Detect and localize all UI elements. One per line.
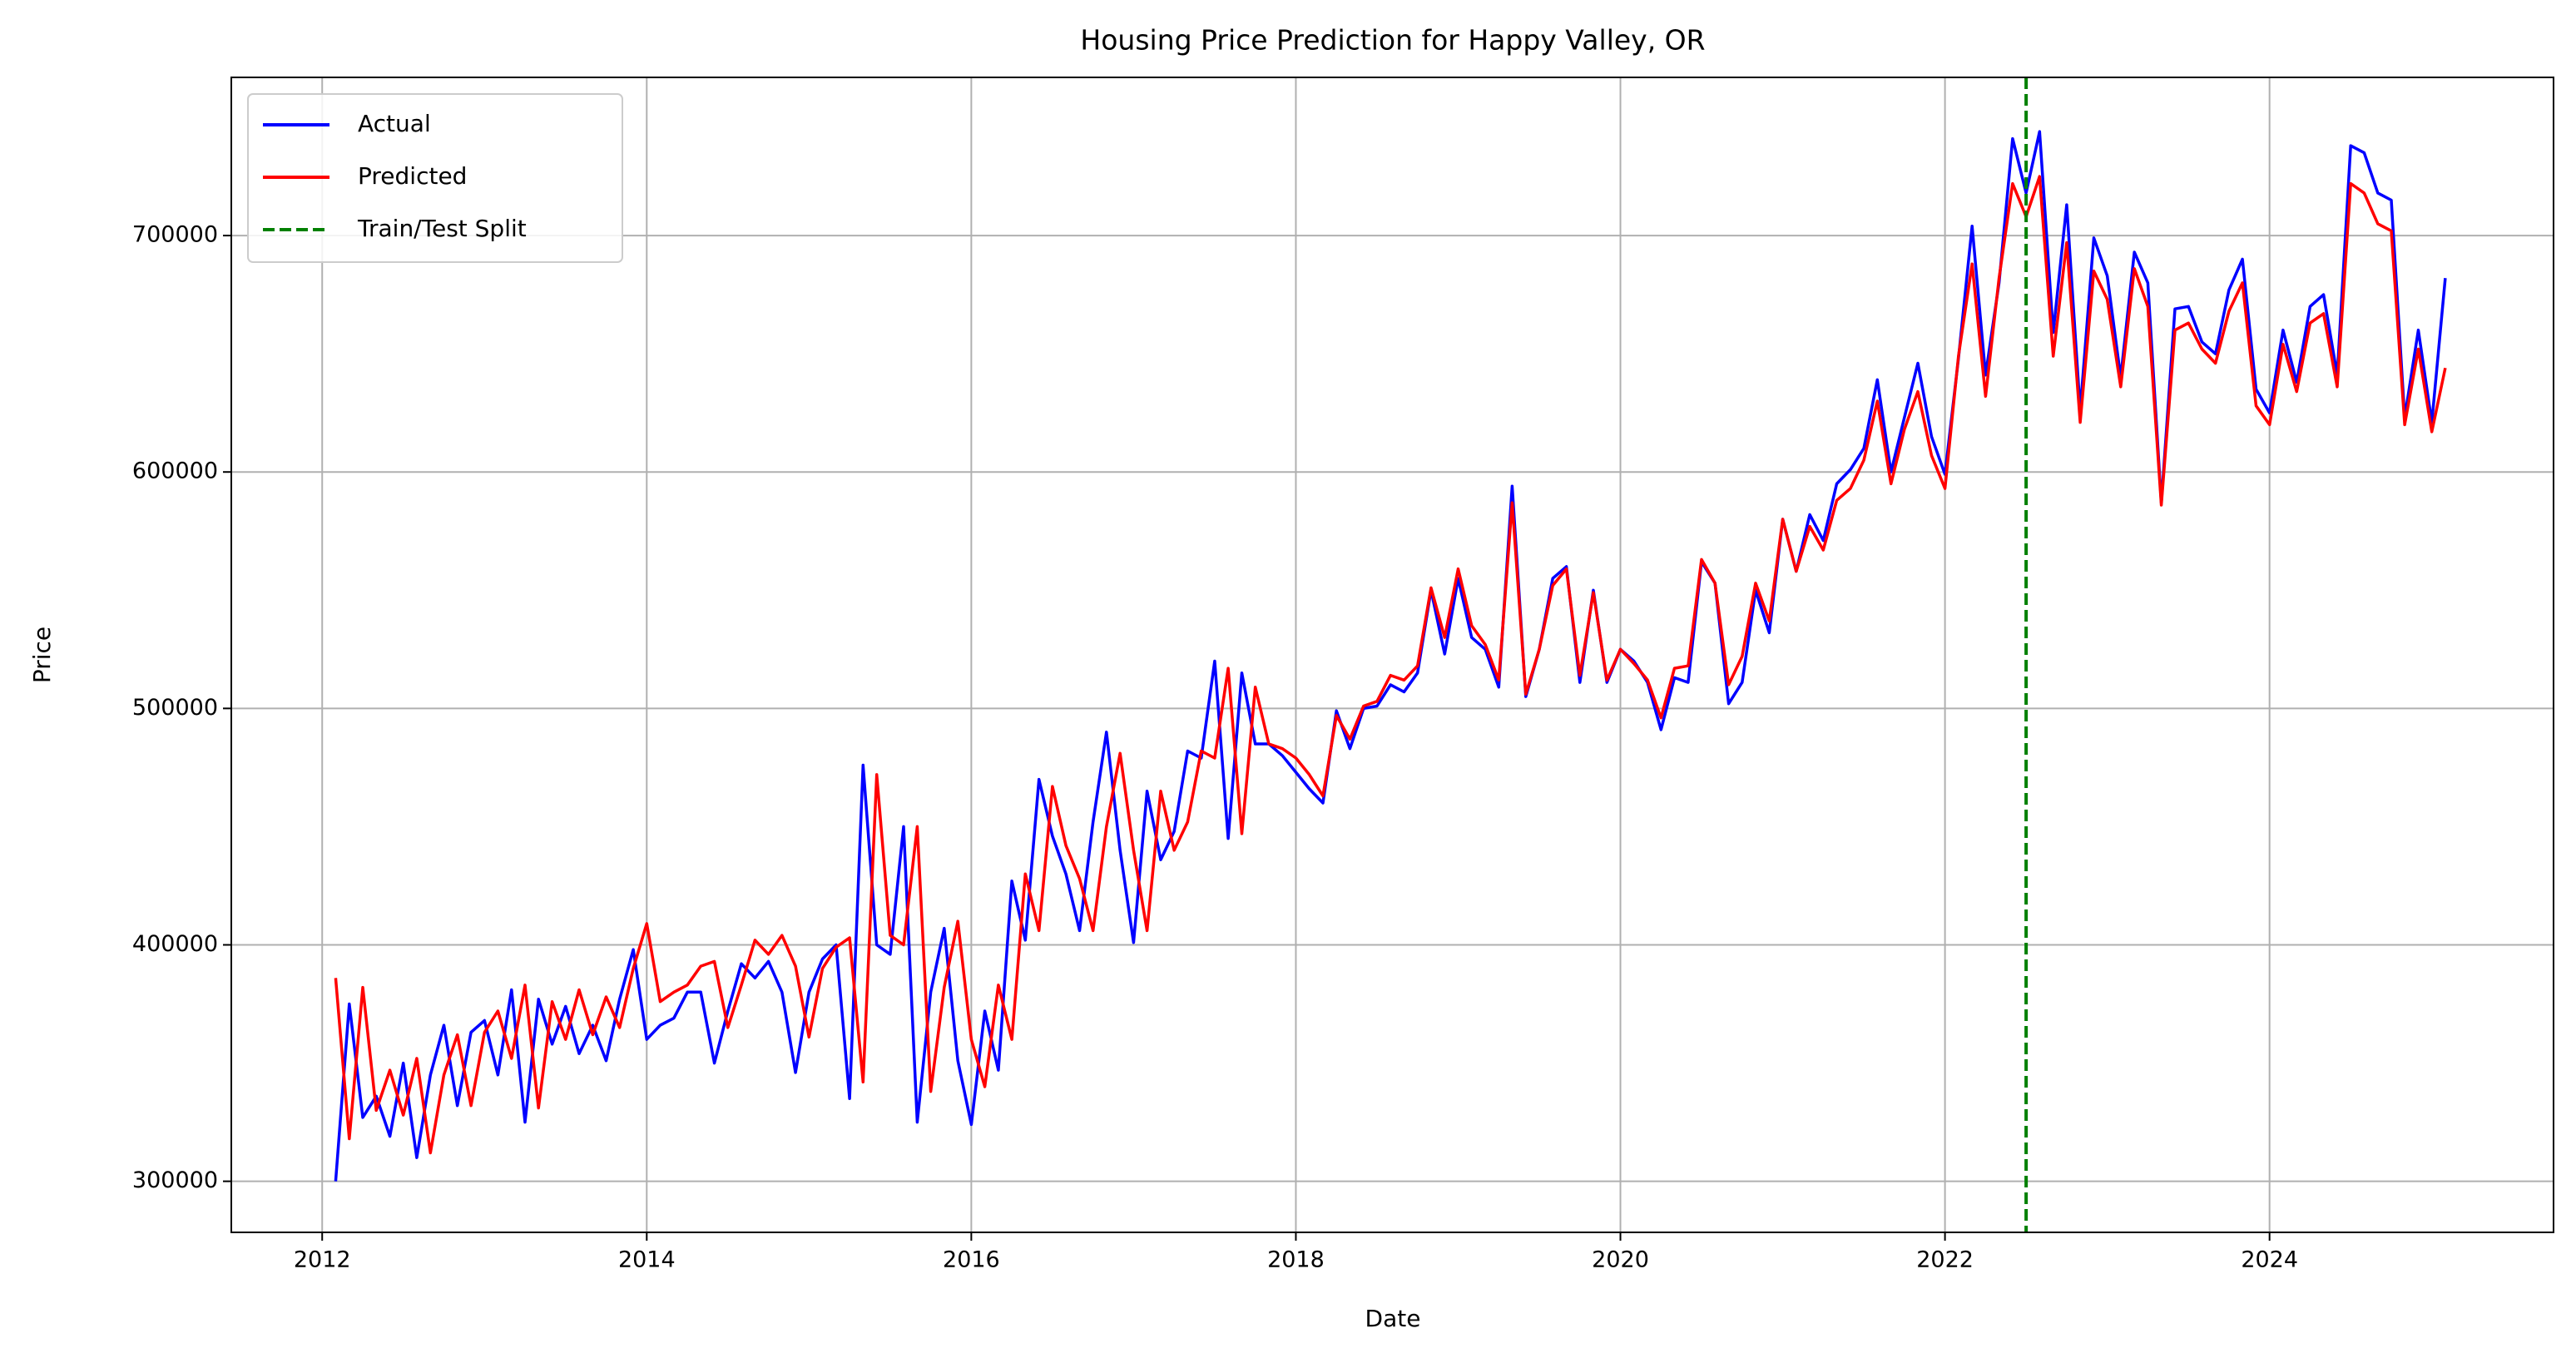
legend-label: Predicted: [358, 162, 467, 190]
y-tick-label: 300000: [132, 1167, 218, 1193]
chart-title: Housing Price Prediction for Happy Valle…: [1080, 24, 1705, 57]
line-series: [334, 130, 2447, 1182]
x-axis-label: Date: [1365, 1305, 1421, 1332]
x-tick-label: 2014: [618, 1247, 676, 1273]
x-tick-label: 2020: [1592, 1247, 1649, 1273]
y-axis-label: Price: [28, 627, 56, 683]
x-tick-label: 2016: [943, 1247, 1000, 1273]
y-tick-label: 500000: [132, 695, 218, 721]
legend-box: [247, 93, 623, 263]
x-tick-label: 2012: [294, 1247, 351, 1273]
plot-frame: [230, 77, 2554, 1233]
y-tick-label: 700000: [132, 222, 218, 248]
x-tick-label: 2018: [1267, 1247, 1325, 1273]
x-tick-label: 2024: [2241, 1247, 2298, 1273]
line-series: [334, 175, 2447, 1155]
x-tick-label: 2022: [1916, 1247, 1974, 1273]
y-tick-label: 400000: [132, 931, 218, 957]
legend-label: Train/Test Split: [357, 215, 527, 242]
y-tick-label: 600000: [132, 458, 218, 484]
legend-label: Actual: [358, 110, 431, 137]
